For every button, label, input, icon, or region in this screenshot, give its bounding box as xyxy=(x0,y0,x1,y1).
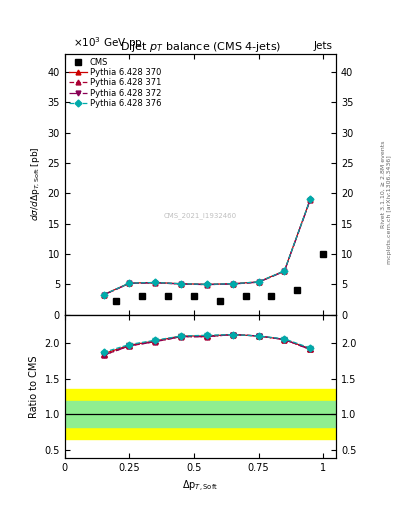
Pythia 6.428 376 xyxy=(153,280,158,286)
CMS xyxy=(243,293,248,300)
Pythia 6.428 376 xyxy=(179,281,184,287)
Bar xyxy=(65,401,336,427)
Pythia 6.428 370 xyxy=(153,280,158,286)
Pythia 6.428 370 xyxy=(101,291,106,297)
Pythia 6.428 372 xyxy=(153,280,158,286)
Line: Pythia 6.428 376: Pythia 6.428 376 xyxy=(101,197,312,297)
Text: Jets: Jets xyxy=(313,41,332,51)
CMS xyxy=(217,298,222,304)
Text: $\times10^3$ GeV pp: $\times10^3$ GeV pp xyxy=(73,35,142,51)
Pythia 6.428 376 xyxy=(308,196,312,202)
Pythia 6.428 370 xyxy=(127,280,132,286)
Pythia 6.428 372 xyxy=(256,279,261,285)
Title: Dijet $p_T$ balance (CMS 4-jets): Dijet $p_T$ balance (CMS 4-jets) xyxy=(120,40,281,54)
Y-axis label: Ratio to CMS: Ratio to CMS xyxy=(29,355,39,418)
CMS xyxy=(192,293,196,300)
Pythia 6.428 372 xyxy=(179,281,184,287)
Legend: CMS, Pythia 6.428 370, Pythia 6.428 371, Pythia 6.428 372, Pythia 6.428 376: CMS, Pythia 6.428 370, Pythia 6.428 371,… xyxy=(67,56,163,110)
Pythia 6.428 371 xyxy=(230,281,235,287)
Pythia 6.428 372 xyxy=(308,197,312,203)
CMS xyxy=(166,293,171,300)
Pythia 6.428 370 xyxy=(308,196,312,202)
CMS xyxy=(321,251,325,257)
Pythia 6.428 376 xyxy=(256,279,261,285)
Line: CMS: CMS xyxy=(114,251,326,304)
CMS xyxy=(140,293,145,300)
Pythia 6.428 371 xyxy=(308,197,312,203)
Pythia 6.428 376 xyxy=(230,281,235,287)
Line: Pythia 6.428 372: Pythia 6.428 372 xyxy=(101,198,312,297)
Pythia 6.428 376 xyxy=(127,280,132,286)
Text: mcplots.cern.ch [arXiv:1306.3436]: mcplots.cern.ch [arXiv:1306.3436] xyxy=(387,156,391,264)
Pythia 6.428 376 xyxy=(204,281,209,287)
Pythia 6.428 371 xyxy=(153,280,158,286)
Line: Pythia 6.428 371: Pythia 6.428 371 xyxy=(101,198,312,297)
Text: CMS_2021_I1932460: CMS_2021_I1932460 xyxy=(164,212,237,219)
Pythia 6.428 370 xyxy=(256,279,261,285)
Pythia 6.428 370 xyxy=(230,281,235,287)
Pythia 6.428 371 xyxy=(282,268,287,274)
Line: Pythia 6.428 370: Pythia 6.428 370 xyxy=(101,197,312,297)
CMS xyxy=(295,287,299,293)
Pythia 6.428 370 xyxy=(282,268,287,274)
Pythia 6.428 372 xyxy=(230,281,235,287)
Pythia 6.428 372 xyxy=(282,268,287,274)
CMS xyxy=(114,298,119,304)
Pythia 6.428 372 xyxy=(204,282,209,288)
Pythia 6.428 372 xyxy=(101,292,106,298)
X-axis label: $\Delta{\rm p}_{T,{\rm Soft}}$: $\Delta{\rm p}_{T,{\rm Soft}}$ xyxy=(182,479,219,494)
Y-axis label: $d\sigma/d\Delta{\rm p}_{T,{\rm Soft}}$ [pb]: $d\sigma/d\Delta{\rm p}_{T,{\rm Soft}}$ … xyxy=(29,147,42,222)
Pythia 6.428 371 xyxy=(256,279,261,285)
Pythia 6.428 371 xyxy=(179,281,184,287)
Text: Rivet 3.1.10, ≥ 2.8M events: Rivet 3.1.10, ≥ 2.8M events xyxy=(381,140,386,228)
Pythia 6.428 372 xyxy=(127,281,132,287)
Pythia 6.428 376 xyxy=(282,268,287,274)
Pythia 6.428 371 xyxy=(127,281,132,287)
Pythia 6.428 370 xyxy=(179,281,184,287)
CMS xyxy=(269,293,274,300)
Bar xyxy=(65,389,336,439)
Pythia 6.428 370 xyxy=(204,281,209,287)
Pythia 6.428 371 xyxy=(204,282,209,288)
Pythia 6.428 376 xyxy=(101,291,106,297)
Pythia 6.428 371 xyxy=(101,292,106,298)
